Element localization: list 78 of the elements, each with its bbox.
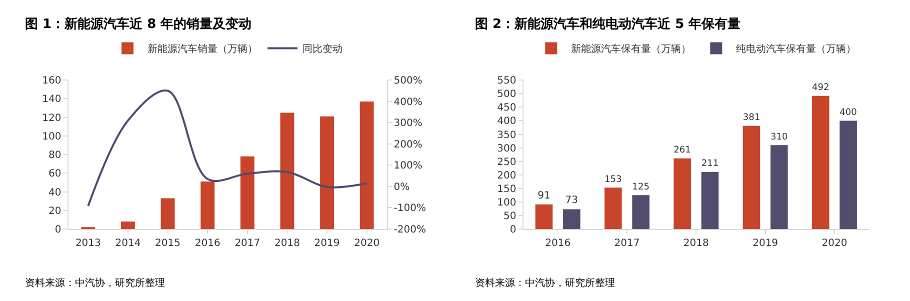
text: 资料来源：中汽协，研究所整理 <box>475 277 615 289</box>
bar <box>632 195 650 229</box>
y-tick-label: 40 <box>48 187 62 198</box>
legend-label: 同比变动 <box>302 43 342 56</box>
data-label: 310 <box>770 132 788 142</box>
y-tick-label: 400 <box>497 116 516 128</box>
y-tick-label: 60 <box>48 168 62 180</box>
y2-tick-label: -200% <box>394 224 426 236</box>
data-label: 400 <box>840 108 858 118</box>
y-tick-label: 200 <box>497 170 516 182</box>
y-tick-label: 140 <box>42 94 62 106</box>
y2-tick-label: -100% <box>394 203 426 214</box>
bar <box>160 198 175 229</box>
y-tick-label: 300 <box>497 143 516 154</box>
x-tick-label: 2017 <box>234 238 260 249</box>
bar <box>563 209 580 229</box>
x-tick-label: 2020 <box>354 238 380 249</box>
chart-title: 图 2：新能源汽车和纯电动汽车近 5 年保有量 <box>475 16 741 32</box>
data-label: 73 <box>565 195 578 206</box>
data-label: 261 <box>674 146 691 156</box>
x-tick-label: 2018 <box>683 238 709 249</box>
y-tick-label: 0 <box>54 224 62 236</box>
x-tick-label: 2017 <box>614 238 640 249</box>
y-tick-label: 20 <box>48 206 62 217</box>
y-tick-label: 550 <box>497 76 516 87</box>
x-tick-label: 2019 <box>752 238 778 249</box>
x-tick-label: 2016 <box>545 238 571 249</box>
bar <box>742 126 760 229</box>
y-tick-label: 100 <box>497 197 516 208</box>
bar <box>770 145 788 229</box>
chart-title: 图 1：新能源汽车近 8 年的销量及变动 <box>25 16 252 32</box>
bar <box>674 158 691 229</box>
data-label: 91 <box>538 190 550 202</box>
y2-tick-label: 100% <box>394 160 422 172</box>
line-series <box>87 90 368 208</box>
bar <box>840 120 857 229</box>
y-tick-label: 160 <box>42 76 62 87</box>
bar <box>240 156 254 229</box>
y-tick-label: 250 <box>497 156 516 168</box>
y-tick-label: 100 <box>42 131 62 142</box>
y2-tick-label: 200% <box>394 139 422 150</box>
bar <box>320 116 334 229</box>
x-tick-label: 2013 <box>75 238 101 249</box>
x-tick-label: 2020 <box>822 238 848 249</box>
y-tick-label: 150 <box>497 184 516 195</box>
y-tick-label: 50 <box>504 210 516 222</box>
bar <box>604 188 622 229</box>
x-tick-label: 2018 <box>274 238 300 249</box>
y-tick-label: 80 <box>48 150 62 162</box>
y2-tick-label: 400% <box>394 96 422 108</box>
bar <box>535 204 553 229</box>
legend-label: 新能源汽车销量（万辆） <box>148 43 258 56</box>
x-tick-label: 2019 <box>314 238 340 249</box>
bar <box>280 112 294 229</box>
y-tick-label: 450 <box>497 102 516 114</box>
legend-label: 纯电动汽车保有量（万辆） <box>736 43 856 56</box>
y2-tick-label: 300% <box>394 118 422 130</box>
y2-tick-label: 0% <box>394 182 410 193</box>
x-tick-label: 2015 <box>155 238 181 249</box>
y-tick-label: 120 <box>42 112 62 124</box>
bar <box>812 96 830 229</box>
data-label: 381 <box>742 113 760 124</box>
bar <box>121 222 135 229</box>
x-tick-label: 2014 <box>115 238 141 249</box>
data-label: 153 <box>604 174 622 185</box>
data-label: 125 <box>632 182 650 192</box>
y-tick-label: 500 <box>497 89 516 100</box>
y2-tick-label: 500% <box>394 76 422 87</box>
bar <box>701 172 719 229</box>
data-label: 492 <box>812 83 830 94</box>
x-tick-label: 2016 <box>194 238 220 249</box>
y-tick-label: 0 <box>510 224 516 236</box>
legend-label: 新能源汽车保有量（万辆） <box>571 43 692 56</box>
bar <box>200 182 215 229</box>
text: 资料来源：中汽协，研究所整理 <box>25 277 165 289</box>
y-tick-label: 350 <box>497 130 516 141</box>
data-label: 211 <box>701 159 719 170</box>
bar <box>360 102 374 229</box>
